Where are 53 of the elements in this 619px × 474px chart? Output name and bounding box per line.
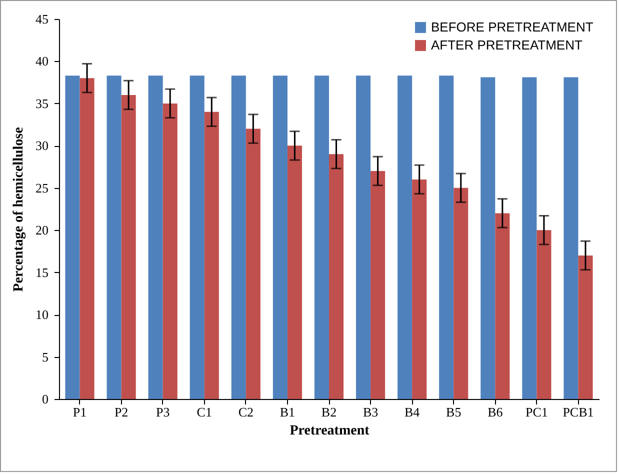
bar (522, 77, 537, 399)
x-tick-label: P3 (156, 404, 170, 420)
bar (204, 112, 219, 399)
y-axis-title: Percentage of hemicellulose (12, 127, 26, 292)
legend-label: AFTER PRETREATMENT (431, 38, 582, 52)
bar (370, 171, 386, 399)
x-tick-label: B5 (446, 404, 462, 420)
bar (398, 76, 412, 399)
bar (65, 76, 80, 399)
y-tick-label: 0 (42, 392, 48, 406)
x-tick-label: B2 (321, 404, 337, 420)
x-tick-label: B3 (362, 404, 378, 420)
bar (412, 179, 427, 399)
bar (495, 213, 510, 399)
x-tick-label: P2 (114, 404, 128, 420)
bar (480, 77, 496, 399)
bar (80, 78, 94, 399)
bar (564, 77, 578, 399)
bar (272, 76, 288, 399)
y-tick-label: 30 (36, 138, 48, 154)
x-tick-label: P1 (72, 404, 87, 420)
bar (329, 154, 344, 399)
bar (287, 146, 302, 399)
bar (121, 95, 136, 399)
bar (148, 76, 163, 399)
bar (356, 76, 371, 399)
x-tick-label: C1 (196, 404, 212, 420)
x-tick-label: PCB1 (562, 404, 594, 420)
bar (231, 76, 246, 399)
bar (439, 76, 454, 399)
x-tick-label: B4 (404, 404, 420, 420)
bar (454, 188, 468, 399)
y-tick-label: 40 (36, 54, 48, 69)
bar (162, 103, 178, 399)
x-axis-title: Pretreatment (290, 424, 370, 438)
x-tick-label: B1 (280, 404, 296, 420)
bar (246, 128, 260, 399)
y-tick-label: 15 (36, 264, 48, 280)
y-tick-label: 10 (36, 307, 48, 322)
x-tick-label: PC1 (525, 404, 548, 420)
bar (578, 255, 593, 399)
bar (536, 230, 552, 399)
bar (314, 76, 329, 399)
bar (190, 76, 204, 399)
x-tick-label: C2 (238, 404, 254, 420)
y-tick-label: 35 (36, 96, 48, 111)
legend-label: BEFORE PRETREATMENT (431, 20, 594, 34)
y-tick-label: 25 (36, 180, 48, 196)
y-tick-label: 45 (36, 12, 48, 26)
y-tick-label: 5 (42, 349, 48, 364)
bar (106, 76, 122, 399)
x-tick-label: B6 (488, 404, 504, 420)
y-tick-label: 20 (36, 222, 48, 238)
